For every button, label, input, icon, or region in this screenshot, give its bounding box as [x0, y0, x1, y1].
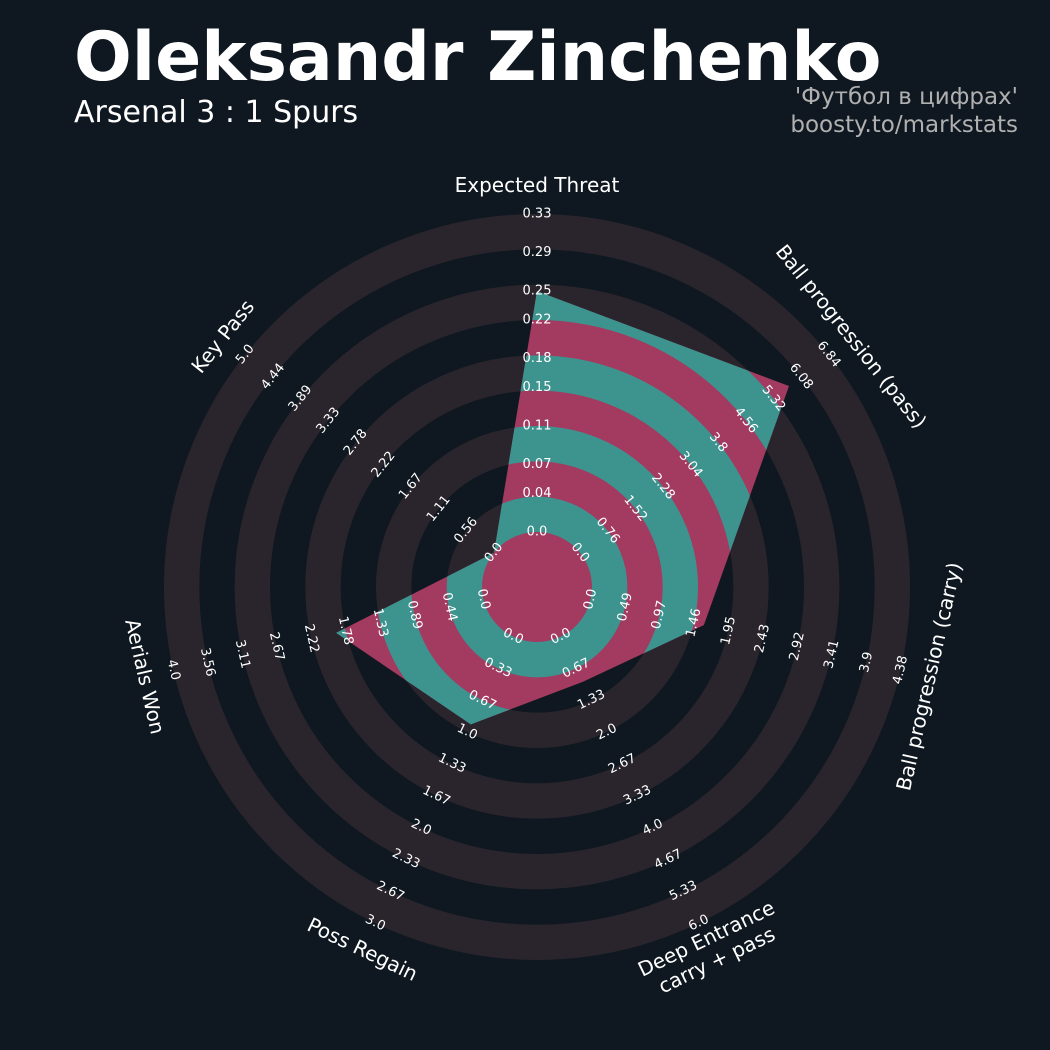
tick-label: 3.41 — [821, 639, 842, 671]
param-label: Expected Threat — [455, 173, 620, 197]
tick-label: 4.0 — [164, 658, 183, 682]
tick-label: 0.11 — [523, 419, 552, 434]
tick-label: 0.97 — [649, 599, 670, 631]
credit: boosty.to/markstats — [790, 112, 1018, 138]
radar-rings-fill — [336, 291, 790, 725]
tick-label: 0.07 — [523, 457, 552, 472]
tick-label: 2.67 — [266, 631, 287, 663]
tick-label: 3.11 — [232, 638, 253, 670]
tick-label: 0.33 — [523, 207, 552, 222]
tick-label: 1.33 — [370, 607, 391, 639]
tick-label: 0.25 — [523, 284, 552, 299]
tick-label: 3.9 — [857, 650, 876, 674]
tick-label: 0.0 — [581, 587, 600, 611]
tick-label: 0.49 — [615, 591, 636, 623]
tick-label: 0.22 — [523, 313, 552, 328]
chart-title: Oleksandr Zinchenko — [74, 18, 882, 97]
tick-label: 0.0 — [527, 525, 548, 540]
tick-label: 3.56 — [197, 646, 218, 678]
tick-label: 0.44 — [439, 591, 460, 623]
tick-label: 2.92 — [787, 631, 808, 663]
tick-label: 1.46 — [683, 607, 704, 639]
tick-label: 0.04 — [523, 486, 552, 501]
credit: 'Футбол в цифрах' — [795, 84, 1018, 110]
tick-label: 0.0 — [474, 587, 493, 611]
tick-label: 4.38 — [890, 654, 911, 686]
tick-label: 2.43 — [752, 623, 773, 655]
tick-label: 0.15 — [523, 380, 552, 395]
radar-center — [482, 532, 592, 642]
chart-subtitle: Arsenal 3 : 1 Spurs — [74, 95, 358, 130]
tick-label: 2.22 — [301, 623, 322, 655]
tick-label: 0.18 — [523, 351, 552, 366]
radar-ring-fill — [446, 496, 628, 678]
tick-label: 1.95 — [718, 615, 739, 647]
tick-label: 1.78 — [335, 615, 356, 647]
tick-label: 0.89 — [404, 599, 425, 631]
radar-ring-fill — [336, 291, 790, 725]
ring — [164, 214, 910, 960]
tick-label: 0.29 — [523, 245, 552, 260]
